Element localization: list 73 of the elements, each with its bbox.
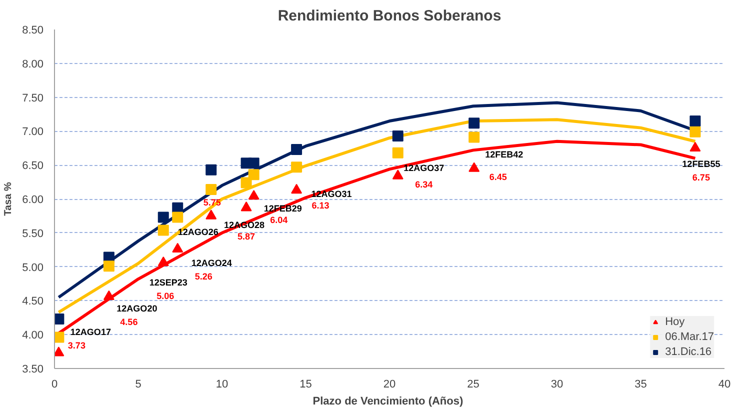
point	[206, 184, 217, 196]
point	[248, 169, 260, 180]
data-label: 6.34	[415, 179, 433, 190]
point	[392, 170, 404, 180]
point	[103, 260, 114, 272]
y-tick-label: 3.50	[22, 364, 44, 376]
annotation: 12FEB55	[682, 159, 720, 170]
annotation: 12AGO17	[70, 326, 111, 337]
data-label: 6.13	[312, 200, 330, 211]
point	[103, 290, 114, 300]
x-tick-label: 10	[216, 378, 228, 390]
point	[54, 314, 64, 325]
legend-label: 31.Dic.16	[665, 346, 712, 358]
annotation: 12AGO20	[116, 304, 158, 314]
x-axis-title: Plazo de Vencimiento (Años)	[312, 396, 464, 408]
x-tick-label: 20	[383, 378, 396, 390]
data-label: 3.73	[68, 340, 86, 350]
annotation: 12FEB42	[485, 149, 524, 160]
point	[172, 212, 184, 223]
point	[54, 346, 64, 356]
data-label: 6.04	[270, 214, 288, 225]
y-tick-label: 8.50	[22, 24, 44, 36]
x-tick-label: 5	[135, 378, 142, 390]
annotation: 12SEP23	[149, 278, 188, 288]
point	[240, 177, 252, 188]
point	[158, 212, 169, 223]
y-tick-label: 7.00	[22, 126, 44, 138]
point	[468, 118, 480, 129]
point	[54, 332, 64, 343]
data-label: 6.45	[489, 172, 507, 182]
x-tick-label: 35	[634, 378, 647, 390]
data-label: 5.06	[156, 291, 174, 302]
point	[291, 184, 302, 194]
point	[248, 158, 260, 169]
point	[206, 210, 217, 220]
point	[240, 202, 252, 212]
y-tick-label: 4.50	[22, 296, 44, 308]
point	[392, 147, 404, 158]
data-label: 4.56	[120, 317, 138, 328]
point	[291, 144, 302, 156]
y-axis-title: Tasa %	[3, 182, 14, 216]
x-tick-label: 25	[467, 378, 480, 390]
point	[172, 242, 184, 253]
x-tick-label: 0	[51, 378, 58, 390]
legend-label: Hoy	[665, 316, 686, 328]
annotation: 12AGO37	[404, 162, 444, 173]
data-label: 5.87	[238, 231, 256, 242]
chart-title: Rendimiento Bonos Soberanos	[278, 8, 502, 24]
point	[291, 162, 302, 173]
y-tick-label: 4.00	[22, 330, 44, 342]
y-tick-label: 5.50	[22, 228, 44, 240]
point	[158, 256, 169, 266]
y-tick-label: 6.00	[22, 194, 44, 206]
point	[690, 142, 701, 152]
data-label: 5.26	[194, 272, 212, 282]
y-tick-label: 8.00	[22, 58, 44, 70]
point	[468, 132, 480, 143]
point	[206, 164, 217, 176]
point	[690, 116, 701, 127]
y-tick-label: 5.00	[22, 262, 44, 274]
point	[468, 162, 480, 172]
x-tick-label: 30	[550, 378, 564, 390]
data-label: 6.75	[692, 172, 710, 183]
point	[248, 190, 260, 200]
y-tick-label: 7.50	[22, 92, 44, 104]
legend-label: 06.Mar.17	[665, 331, 714, 343]
x-tick-label: 15	[300, 378, 312, 390]
point	[690, 126, 701, 138]
point	[392, 130, 404, 142]
x-tick-label: 40	[718, 378, 731, 390]
annotation: 12AGO24	[191, 258, 232, 268]
y-tick-label: 6.50	[22, 160, 44, 172]
point	[158, 224, 169, 236]
